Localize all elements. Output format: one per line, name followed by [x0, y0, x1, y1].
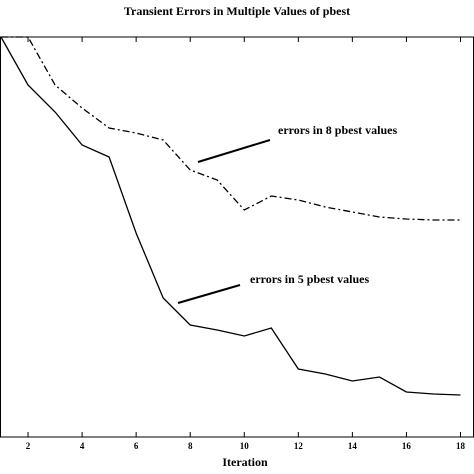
x-axis-label: Iteration	[222, 455, 268, 469]
x-tick-label: 16	[402, 441, 412, 451]
x-tick-label: 18	[456, 441, 466, 451]
x-tick-label: 10	[240, 441, 250, 451]
chart-title: Transient Errors in Multiple Values of p…	[124, 4, 350, 18]
plot-frame	[0, 36, 474, 438]
annotation-label: errors in 8 pbest values	[278, 123, 397, 137]
series-line	[1, 36, 461, 221]
x-tick-label: 6	[134, 441, 139, 451]
x-tick-label: 12	[294, 441, 304, 451]
x-tick-label: 4	[80, 441, 85, 451]
annotation-pointer	[197, 139, 271, 163]
annotation-pointer	[177, 284, 241, 304]
x-tick-label: 8	[188, 441, 193, 451]
x-tick-label: 14	[348, 441, 358, 451]
x-tick-label: 2	[26, 441, 31, 451]
series-line	[0, 36, 461, 396]
annotation-label: errors in 5 pbest values	[250, 272, 369, 286]
